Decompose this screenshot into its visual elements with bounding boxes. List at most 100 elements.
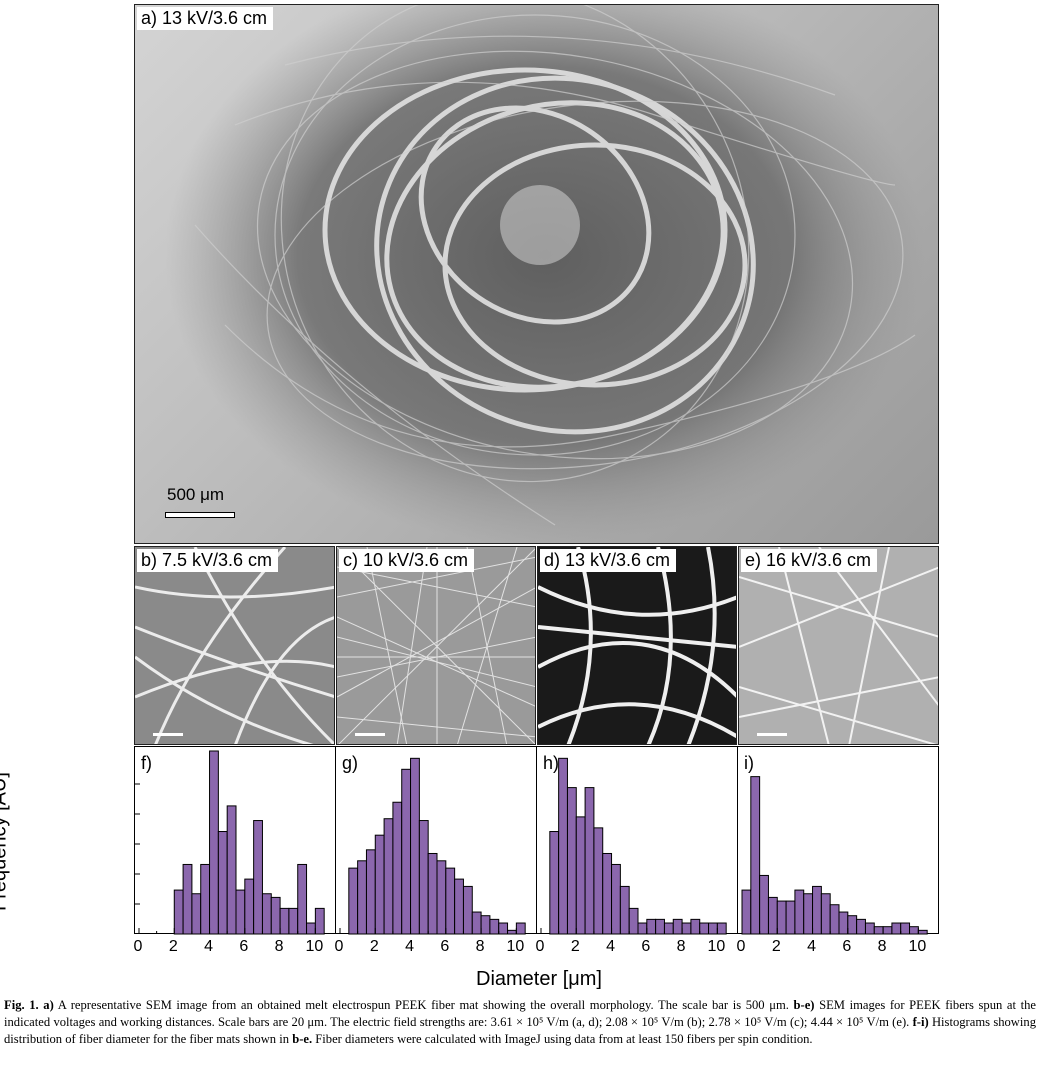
- histogram-bar: [628, 907, 639, 935]
- x-tick-label: 4: [807, 938, 816, 955]
- x-tick-label: 8: [274, 938, 284, 955]
- x-tick-label: 0: [334, 938, 344, 955]
- histogram-bar: [436, 860, 447, 935]
- histogram-bar: [794, 889, 805, 935]
- histogram-bar: [226, 805, 237, 935]
- sem-image-a: a) 13 kV/3.6 cm 500 μm: [134, 4, 939, 544]
- histogram-bar: [401, 768, 412, 935]
- scale-bar-label: 500 μm: [167, 485, 225, 504]
- histogram-bar: [917, 929, 928, 935]
- caption-fi-bold: f-i): [912, 1015, 929, 1029]
- histogram-bar: [891, 922, 902, 935]
- fiber-illustration-e: [739, 547, 938, 744]
- histogram-f-plot: [135, 750, 325, 935]
- histogram-bar: [191, 893, 202, 935]
- x-tick-label: 2: [369, 938, 379, 955]
- histogram-bar: [200, 863, 211, 935]
- x-tick-label: 4: [606, 938, 615, 955]
- histogram-bar: [820, 893, 831, 935]
- histogram-bar: [235, 889, 246, 935]
- histogram-bar: [776, 900, 787, 935]
- histogram-bar: [829, 904, 840, 935]
- histogram-bar: [471, 911, 482, 935]
- histogram-bar: [244, 878, 255, 935]
- histogram-bar: [690, 918, 701, 935]
- panel-label-d: d) 13 kV/3.6 cm: [540, 549, 677, 572]
- histogram-bar: [383, 818, 394, 935]
- histogram-f: f): [134, 746, 336, 935]
- histogram-h-plot: [540, 757, 727, 935]
- histogram-bar: [418, 820, 429, 935]
- histogram-bar: [348, 867, 359, 935]
- x-tick-label: 10: [305, 938, 324, 955]
- histogram-bar: [716, 922, 727, 935]
- histogram-bar: [507, 929, 517, 935]
- histogram-bar: [253, 820, 263, 935]
- histogram-bar: [549, 831, 560, 935]
- y-axis-title: Frequency [AU]: [0, 772, 11, 911]
- scale-bar-e: [757, 733, 787, 736]
- histogram-bar: [759, 874, 769, 935]
- histogram-bar: [750, 776, 761, 935]
- histogram-bar: [593, 827, 604, 935]
- caption-be2-bold: b-e.: [292, 1032, 313, 1046]
- histogram-bar: [498, 922, 509, 935]
- histogram-g: g): [335, 746, 537, 935]
- histogram-bar: [566, 787, 577, 935]
- histogram-bar: [838, 911, 849, 935]
- x-tick-label: 2: [168, 938, 178, 955]
- histogram-bar: [209, 750, 219, 935]
- caption-be-bold: b-e): [793, 998, 815, 1012]
- x-axis-title: Diameter [μm]: [476, 968, 602, 990]
- panel-label-a: a) 13 kV/3.6 cm: [137, 7, 274, 30]
- panel-label-b: b) 7.5 kV/3.6 cm: [137, 549, 279, 572]
- figure: a) 13 kV/3.6 cm 500 μm b) 7.5 kV/3.6 cm: [0, 4, 939, 990]
- histogram-bar: [909, 926, 919, 935]
- histogram-bar: [314, 907, 325, 935]
- x-tick-label: 2: [570, 938, 580, 955]
- histogram-bar: [812, 885, 822, 935]
- x-tick-label: 8: [877, 938, 887, 955]
- sem-image-d: d) 13 kV/3.6 cm: [537, 546, 737, 745]
- x-tick-label: 4: [204, 938, 213, 955]
- fiber-mat-illustration: [165, 5, 925, 543]
- histogram-f-label: f): [141, 753, 152, 773]
- histogram-g-label: g): [342, 753, 359, 773]
- histogram-bar: [480, 915, 491, 935]
- histogram-bar: [847, 915, 858, 935]
- histogram-bar: [558, 757, 568, 935]
- histogram-bar: [270, 896, 281, 935]
- histogram-bar: [462, 885, 473, 935]
- caption-part1: A representative SEM image from an obtai…: [53, 998, 794, 1012]
- fiber-illustration-b: [135, 547, 334, 744]
- histogram-bar: [864, 922, 875, 935]
- histogram-bar: [741, 889, 752, 935]
- x-tick-label: 6: [641, 938, 651, 955]
- histogram-bar: [708, 922, 718, 935]
- x-tick-label: 10: [707, 938, 726, 955]
- histogram-g-plot: [339, 757, 526, 935]
- panel-label-e: e) 16 kV/3.6 cm: [741, 549, 878, 572]
- panel-label-c: c) 10 kV/3.6 cm: [339, 549, 475, 572]
- histogram-bar: [445, 867, 456, 935]
- x-tick-label: 10: [506, 938, 525, 955]
- histogram-bar: [410, 757, 420, 935]
- histogram-bar: [681, 922, 692, 935]
- histogram-bar: [261, 893, 272, 935]
- x-tick-label: 2: [771, 938, 781, 955]
- x-tick-label: 4: [405, 938, 414, 955]
- histogram-bar: [856, 918, 866, 935]
- fiber-illustration-d: [538, 547, 736, 744]
- figure-caption: Fig. 1. a) A representative SEM image fr…: [4, 997, 1036, 1048]
- histogram-i-label: i): [744, 753, 754, 773]
- histogram-bar: [306, 922, 316, 935]
- x-tick-label: 8: [676, 938, 686, 955]
- x-tick-label: 10: [908, 938, 927, 955]
- caption-part3: Histograms showing distribution of fiber…: [4, 1015, 1036, 1046]
- histogram-bar: [873, 926, 884, 935]
- histogram-bar: [637, 922, 648, 935]
- histogram-bar: [427, 852, 438, 935]
- histogram-bar: [288, 907, 299, 935]
- histogram-bar: [803, 893, 814, 935]
- histogram-bar: [297, 863, 308, 935]
